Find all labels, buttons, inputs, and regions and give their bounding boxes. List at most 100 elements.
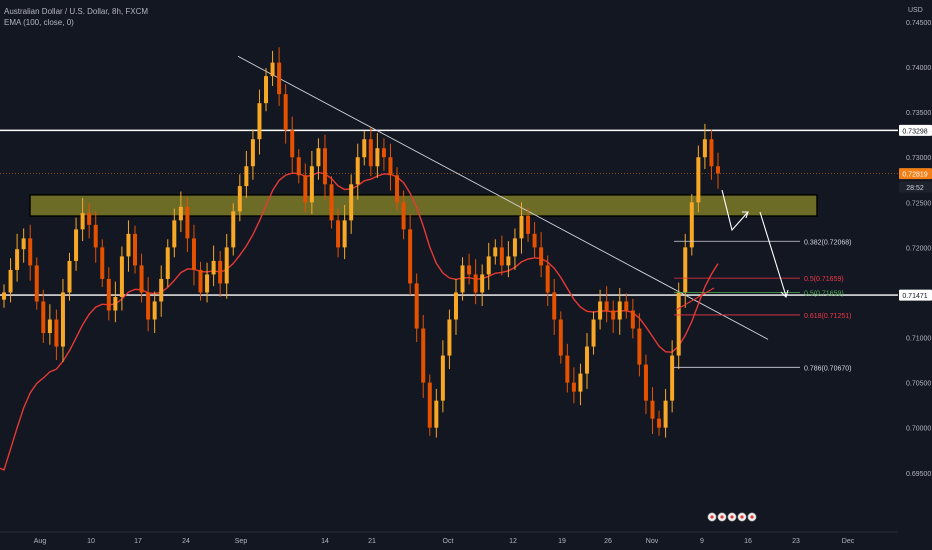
candle-body: [231, 211, 236, 248]
price-badge: [899, 289, 932, 301]
x-tick-label: Dec: [842, 538, 855, 545]
y-tick-label: 0.70500: [906, 381, 931, 388]
y-tick-label: 0.71000: [906, 336, 931, 343]
fib-level-label: 0.382(0.72068): [804, 239, 851, 246]
y-tick-label: 0.69500: [906, 471, 931, 478]
projection-arrow[interactable]: [759, 211, 787, 297]
x-tick-label: 16: [744, 538, 752, 545]
projection-arrow[interactable]: [721, 189, 749, 232]
x-tick-label: 17: [134, 538, 142, 545]
y-tick-label: 0.73000: [906, 155, 931, 162]
candle-body: [296, 157, 301, 176]
candle-body: [480, 274, 485, 293]
x-tick-label: 23: [792, 538, 800, 545]
candle-body: [80, 213, 85, 230]
event-flag-icon: [720, 515, 724, 519]
x-tick-label: Oct: [443, 538, 454, 545]
price-badge-label: 0.72819: [902, 172, 927, 179]
candle-body: [74, 229, 79, 261]
candle-body: [598, 301, 603, 320]
candle-body: [401, 202, 406, 230]
candle-body: [650, 400, 655, 419]
candle-body: [375, 148, 380, 167]
symbol-title: Australian Dollar / U.S. Dollar, 8h, FXC…: [4, 7, 149, 16]
candle-body: [493, 247, 498, 257]
candle-body: [368, 139, 373, 167]
x-tick-label: 26: [604, 538, 612, 545]
candle-body: [447, 319, 452, 356]
candle-body: [106, 278, 111, 311]
candle-body: [178, 206, 183, 221]
candle-body: [388, 157, 393, 176]
candle-body: [486, 256, 491, 275]
candle-body: [709, 139, 714, 167]
candle-body: [93, 224, 98, 248]
candle-body: [657, 418, 662, 428]
candle-body: [172, 220, 177, 248]
candle-body: [617, 301, 622, 320]
x-tick-label: Sep: [235, 538, 248, 545]
price-badge-label: 0.73298: [902, 128, 927, 135]
candle-body: [611, 310, 616, 320]
support-resistance-zone[interactable]: [29, 194, 818, 217]
candle-body: [499, 247, 504, 266]
candle-body: [349, 184, 354, 221]
candle-body: [696, 157, 701, 203]
x-tick-label: 12: [509, 538, 517, 545]
candle-body: [558, 319, 563, 356]
candle-body: [355, 157, 360, 185]
x-tick-label: 14: [321, 538, 329, 545]
candle-body: [683, 247, 688, 293]
event-flag-icon: [750, 515, 754, 519]
candle-body: [28, 238, 33, 266]
candle-body: [303, 175, 308, 203]
candle-body: [15, 249, 20, 270]
x-tick-label: 19: [558, 538, 566, 545]
candle-body: [676, 292, 681, 356]
candle-body: [67, 260, 72, 293]
candle-body: [41, 301, 46, 334]
candle-body: [2, 292, 6, 300]
candle-body: [165, 247, 170, 279]
candle-body: [218, 260, 223, 284]
x-tick-label: Aug: [34, 538, 47, 545]
fib-level-label: 0.5(0.71659): [804, 276, 844, 283]
candle-body: [329, 184, 334, 221]
x-tick-label: 10: [87, 538, 95, 545]
price-badge: [899, 168, 932, 180]
currency-label: USD: [908, 7, 923, 14]
candle-body: [519, 215, 524, 239]
arrow-head: [780, 289, 789, 299]
candle-body: [257, 103, 262, 140]
candle-body: [506, 256, 511, 266]
candle-body: [624, 301, 629, 311]
candle-body: [716, 166, 720, 174]
candle-body: [191, 238, 196, 270]
candle-body: [584, 346, 589, 374]
event-flag-icon: [710, 515, 714, 519]
price-badge-label: 28:52: [906, 185, 924, 192]
price-badge: [899, 181, 932, 193]
candle-body: [414, 283, 419, 329]
candle-body: [689, 202, 694, 248]
candle-body: [421, 328, 426, 383]
ema-indicator-label: EMA (100, close, 0): [4, 18, 74, 27]
candle-body: [532, 233, 537, 248]
candle-body: [250, 139, 255, 167]
candle-body: [113, 296, 118, 311]
candle-body: [34, 265, 39, 302]
candle-body: [309, 166, 314, 203]
candle-body: [8, 269, 13, 293]
event-flag-icon: [740, 515, 744, 519]
candle-body: [185, 206, 190, 239]
candle-body: [630, 310, 635, 329]
candle-body: [440, 355, 445, 401]
candle-body: [473, 274, 478, 293]
y-tick-label: 0.74000: [906, 65, 931, 72]
candle-body: [126, 233, 131, 257]
ema-projection-line: [675, 287, 715, 311]
candle-body: [512, 238, 517, 257]
candle-body: [637, 328, 642, 365]
candle-body: [395, 175, 400, 203]
